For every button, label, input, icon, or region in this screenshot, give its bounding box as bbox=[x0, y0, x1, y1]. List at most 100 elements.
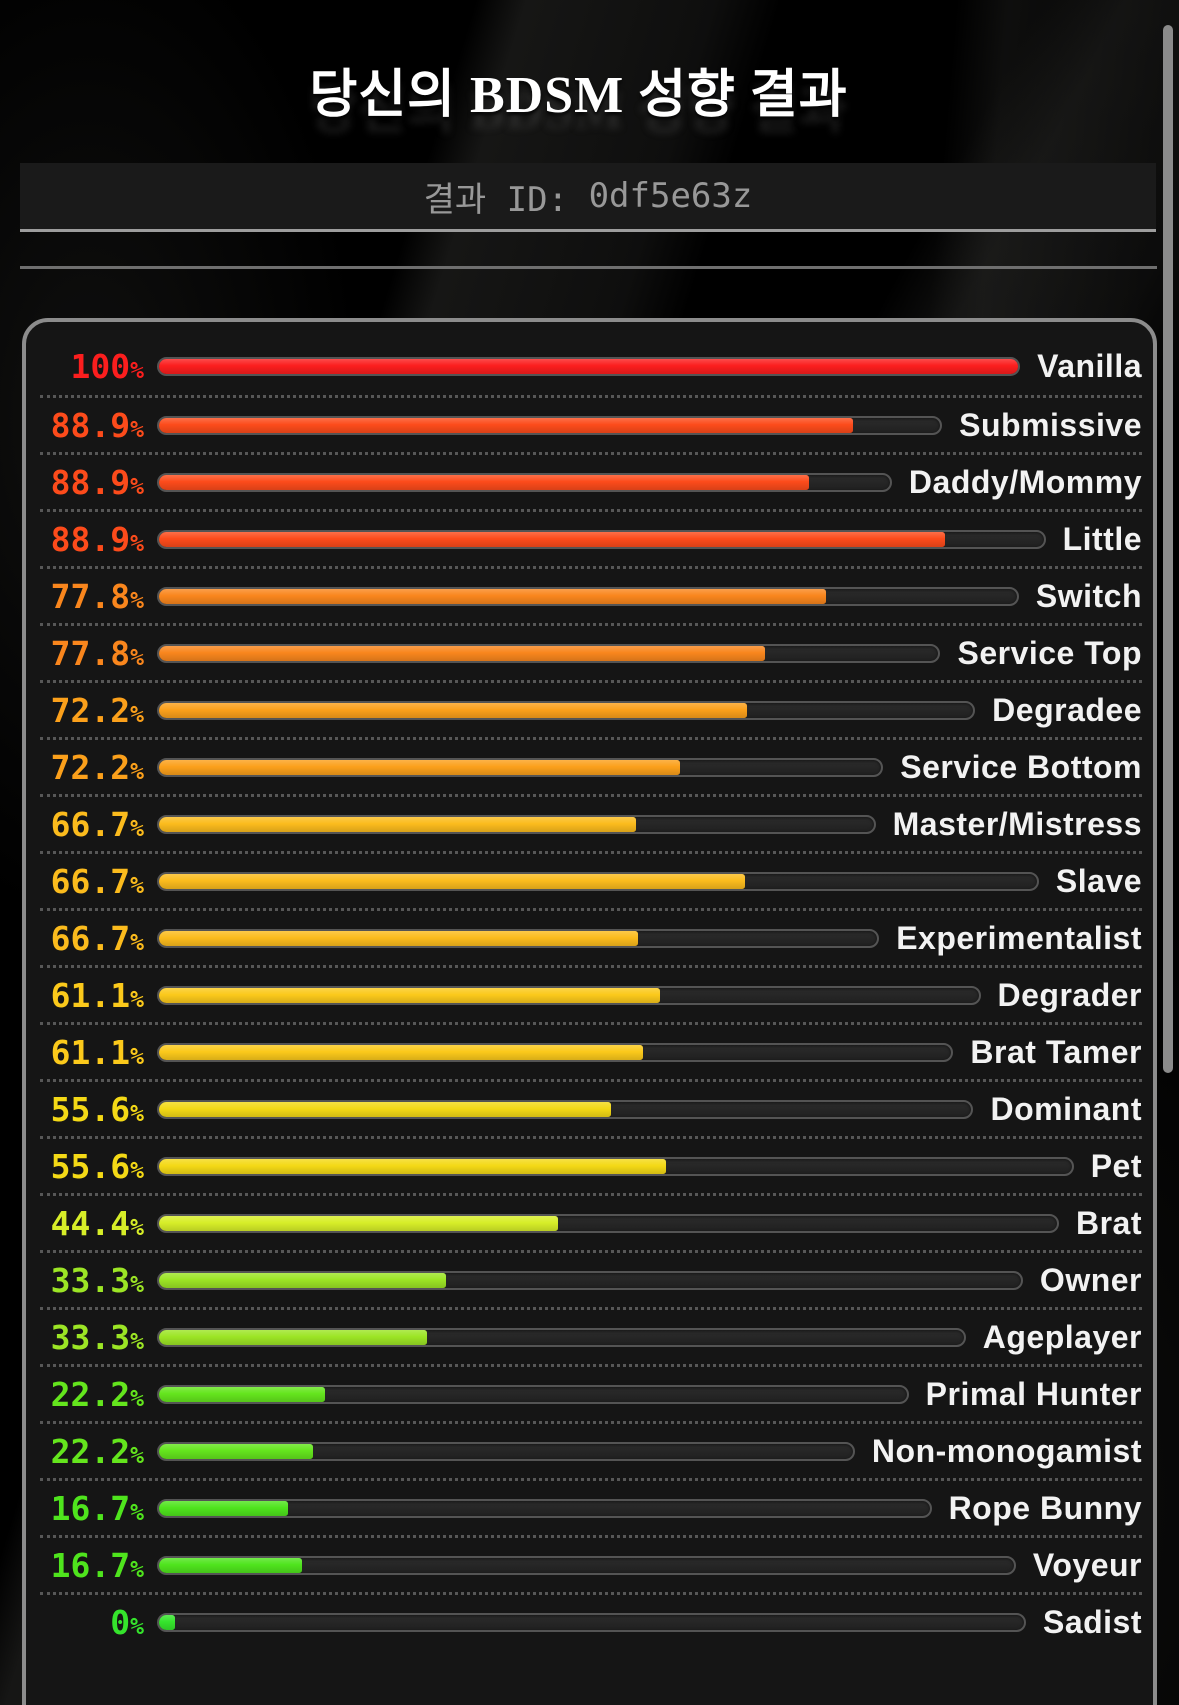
result-percent-value: 66.7 bbox=[50, 861, 131, 901]
result-row: 33.3% Ageplayer bbox=[40, 1307, 1142, 1364]
result-bar-track bbox=[157, 814, 876, 834]
result-row: 16.7% Rope Bunny bbox=[40, 1478, 1142, 1535]
result-percent: 22.2% bbox=[40, 1435, 144, 1468]
result-label: Vanilla bbox=[1037, 348, 1142, 384]
result-label: Brat bbox=[1075, 1204, 1142, 1241]
result-percent: 88.9% bbox=[40, 466, 144, 499]
result-bar-fill bbox=[159, 816, 636, 832]
result-bar-track bbox=[157, 357, 1021, 376]
result-label: Dominant bbox=[990, 1090, 1142, 1127]
result-row: 0% Sadist bbox=[40, 1592, 1142, 1649]
result-bar-fill bbox=[159, 645, 766, 661]
result-bar-fill bbox=[159, 474, 809, 490]
result-percent: 66.7% bbox=[40, 808, 144, 841]
result-id-field[interactable]: 결과 ID: 0df5e63z bbox=[20, 163, 1156, 232]
result-percent-value: 88.9 bbox=[50, 462, 131, 502]
result-percent-value: 66.7 bbox=[50, 918, 131, 958]
result-percent: 72.2% bbox=[40, 694, 144, 727]
result-label: Service Top bbox=[957, 634, 1142, 671]
percent-sign: % bbox=[130, 1157, 144, 1184]
result-percent: 16.7% bbox=[40, 1549, 144, 1582]
result-bar-track bbox=[157, 757, 884, 777]
result-bar-fill bbox=[159, 588, 827, 604]
percent-sign: % bbox=[130, 1271, 144, 1298]
result-row: 77.8% Service Top bbox=[40, 623, 1142, 680]
results-list: 100% Vanilla 88.9% Submissive 88.9% Dadd… bbox=[40, 338, 1142, 1649]
result-bar-fill bbox=[159, 873, 745, 889]
result-percent-value: 55.6 bbox=[50, 1146, 131, 1186]
percent-sign: % bbox=[130, 929, 144, 956]
result-bar-track bbox=[157, 1213, 1059, 1233]
result-label: Degradee bbox=[992, 691, 1142, 728]
percent-sign: % bbox=[130, 815, 144, 842]
result-row: 88.9% Submissive bbox=[40, 395, 1142, 452]
result-row: 55.6% Pet bbox=[40, 1136, 1142, 1193]
result-percent-value: 61.1 bbox=[50, 1032, 131, 1072]
percent-sign: % bbox=[130, 1442, 144, 1469]
percent-sign: % bbox=[130, 644, 144, 671]
result-percent-value: 72.2 bbox=[50, 747, 131, 787]
result-bar-track bbox=[157, 1555, 1016, 1575]
result-percent: 66.7% bbox=[40, 922, 144, 955]
result-bar-track bbox=[157, 1042, 954, 1062]
result-row: 88.9% Daddy/Mommy bbox=[40, 452, 1142, 509]
result-bar-track bbox=[157, 1327, 966, 1347]
result-label: Master/Mistress bbox=[892, 805, 1142, 842]
result-bar-fill bbox=[159, 1557, 302, 1573]
percent-sign: % bbox=[130, 1385, 144, 1412]
result-bar-track bbox=[157, 700, 976, 720]
result-percent-value: 22.2 bbox=[50, 1374, 131, 1414]
percent-sign: % bbox=[130, 530, 144, 557]
result-label: Sadist bbox=[1042, 1603, 1142, 1640]
result-percent: 88.9% bbox=[40, 523, 144, 556]
result-percent: 72.2% bbox=[40, 751, 144, 784]
result-percent-value: 77.8 bbox=[50, 633, 131, 673]
result-row: 33.3% Owner bbox=[40, 1250, 1142, 1307]
result-row: 22.2% Non-monogamist bbox=[40, 1421, 1142, 1478]
result-bar-fill bbox=[159, 702, 747, 718]
result-bar-fill bbox=[159, 1443, 314, 1459]
section-divider bbox=[20, 266, 1157, 269]
result-bar-fill bbox=[159, 1158, 667, 1174]
result-percent-value: 16.7 bbox=[50, 1545, 131, 1585]
result-bar-fill bbox=[159, 417, 854, 433]
result-row: 72.2% Service Bottom bbox=[40, 737, 1142, 794]
result-bar-fill bbox=[159, 1386, 325, 1402]
result-bar-track bbox=[157, 1099, 974, 1119]
percent-sign: % bbox=[130, 1556, 144, 1583]
result-row: 66.7% Slave bbox=[40, 851, 1142, 908]
result-bar-fill bbox=[159, 987, 660, 1003]
result-label: Ageplayer bbox=[982, 1318, 1142, 1355]
percent-sign: % bbox=[130, 1328, 144, 1355]
result-percent-value: 44.4 bbox=[50, 1203, 131, 1243]
result-bar-track bbox=[157, 415, 943, 435]
result-row: 72.2% Degradee bbox=[40, 680, 1142, 737]
result-id-label: 결과 ID: bbox=[423, 179, 569, 220]
result-label: Primal Hunter bbox=[925, 1375, 1142, 1412]
result-percent-value: 55.6 bbox=[50, 1089, 131, 1129]
scrollbar-thumb[interactable] bbox=[1163, 25, 1173, 1073]
result-bar-fill bbox=[159, 1500, 288, 1516]
result-row: 66.7% Master/Mistress bbox=[40, 794, 1142, 851]
result-bar-track bbox=[157, 472, 892, 492]
result-percent: 100% bbox=[40, 350, 144, 383]
percent-sign: % bbox=[130, 986, 144, 1013]
result-percent-value: 0 bbox=[110, 1602, 131, 1642]
result-bar-fill bbox=[159, 1215, 558, 1231]
result-percent: 44.4% bbox=[40, 1207, 144, 1240]
result-percent: 55.6% bbox=[40, 1093, 144, 1126]
percent-sign: % bbox=[130, 1613, 144, 1640]
result-percent-value: 77.8 bbox=[50, 576, 131, 616]
result-bar-track bbox=[157, 529, 1046, 549]
percent-sign: % bbox=[130, 587, 144, 614]
result-row: 22.2% Primal Hunter bbox=[40, 1364, 1142, 1421]
result-percent: 66.7% bbox=[40, 865, 144, 898]
result-row: 61.1% Brat Tamer bbox=[40, 1022, 1142, 1079]
result-bar-fill bbox=[159, 1329, 427, 1345]
percent-sign: % bbox=[130, 473, 144, 500]
result-label: Little bbox=[1062, 520, 1142, 557]
result-percent: 33.3% bbox=[40, 1264, 144, 1297]
result-bar-track bbox=[157, 643, 941, 663]
result-label: Voyeur bbox=[1032, 1546, 1142, 1583]
